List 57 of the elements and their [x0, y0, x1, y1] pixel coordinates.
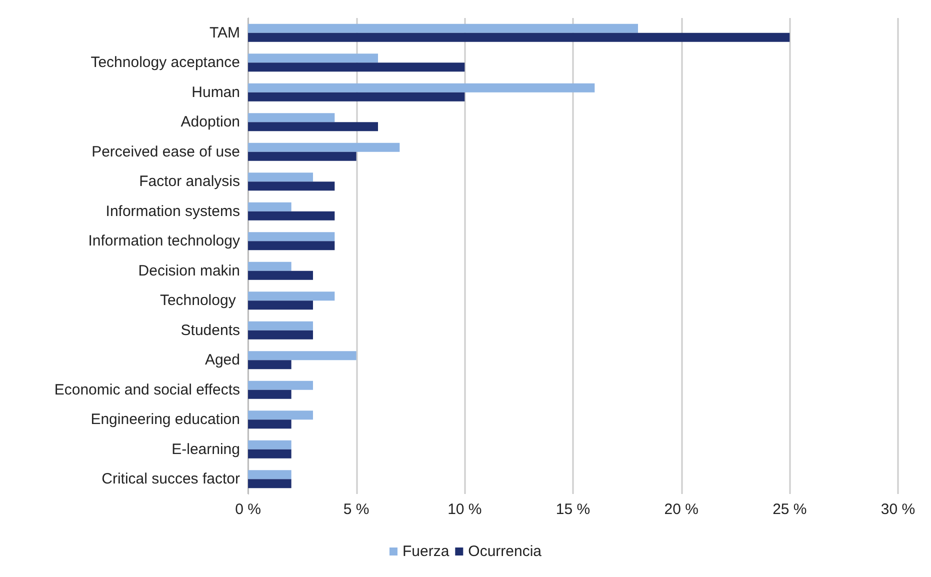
bar: [248, 92, 465, 102]
bar: [248, 122, 378, 132]
y-tick-label: TAM: [209, 24, 240, 42]
y-tick-label: Factor analysis: [139, 173, 240, 190]
y-tick-label: Students: [180, 322, 240, 339]
y-tick-label: E-learning: [172, 440, 240, 458]
bar: [248, 410, 313, 420]
bar: [248, 262, 292, 271]
x-tick-label: 5 %: [343, 501, 370, 518]
bar: [248, 470, 292, 480]
bar: [248, 420, 292, 429]
bar: [248, 479, 292, 488]
y-tick-label: Technology aceptance: [90, 54, 240, 72]
bar: [248, 83, 595, 92]
bar: [248, 32, 790, 42]
bar: [248, 202, 292, 212]
bar: [248, 330, 313, 340]
bar: [248, 211, 335, 220]
bar: [248, 351, 356, 360]
bar: [248, 440, 292, 450]
y-tick-label: Adoption: [180, 114, 240, 131]
bar: [248, 300, 313, 310]
bar: [248, 62, 465, 72]
x-tick-label: 0 %: [235, 501, 261, 518]
bar: [248, 152, 356, 161]
bar: [248, 360, 292, 370]
y-tick-label: Human: [192, 84, 240, 101]
bar: [248, 142, 400, 152]
bar: [248, 292, 335, 301]
legend-label: Ocurrencia: [468, 543, 542, 560]
x-tick-label: 30 %: [880, 501, 916, 518]
bar: [248, 24, 638, 33]
bar: [248, 113, 335, 122]
bar: [248, 172, 313, 182]
bar: [248, 232, 335, 242]
y-tick-label: Critical succes factor: [102, 470, 240, 488]
bar: [248, 380, 313, 390]
y-tick-label: Engineering education: [90, 411, 240, 428]
bar: [248, 241, 335, 250]
y-tick-label: Decision makin: [138, 262, 240, 280]
bar: [248, 54, 378, 63]
y-tick-label: Aged: [204, 352, 240, 369]
bar: [248, 270, 313, 280]
y-tick-label: Perceived ease of use: [92, 143, 240, 160]
bar: [248, 390, 292, 399]
y-tick-label: Technology: [160, 292, 240, 310]
y-tick-label: Information technology: [88, 232, 240, 250]
x-tick-label: 15 %: [556, 501, 590, 518]
bar: [248, 321, 313, 330]
y-tick-label: Information systems: [106, 202, 240, 220]
legend-label: Fuerza: [402, 543, 450, 560]
x-tick-label: 20 %: [664, 501, 698, 518]
x-tick-label: 10 %: [448, 501, 482, 518]
x-tick-label: 25 %: [772, 501, 807, 518]
bar: [248, 449, 292, 458]
bar: [248, 182, 335, 191]
y-tick-label: Economic and social effects: [54, 381, 240, 398]
